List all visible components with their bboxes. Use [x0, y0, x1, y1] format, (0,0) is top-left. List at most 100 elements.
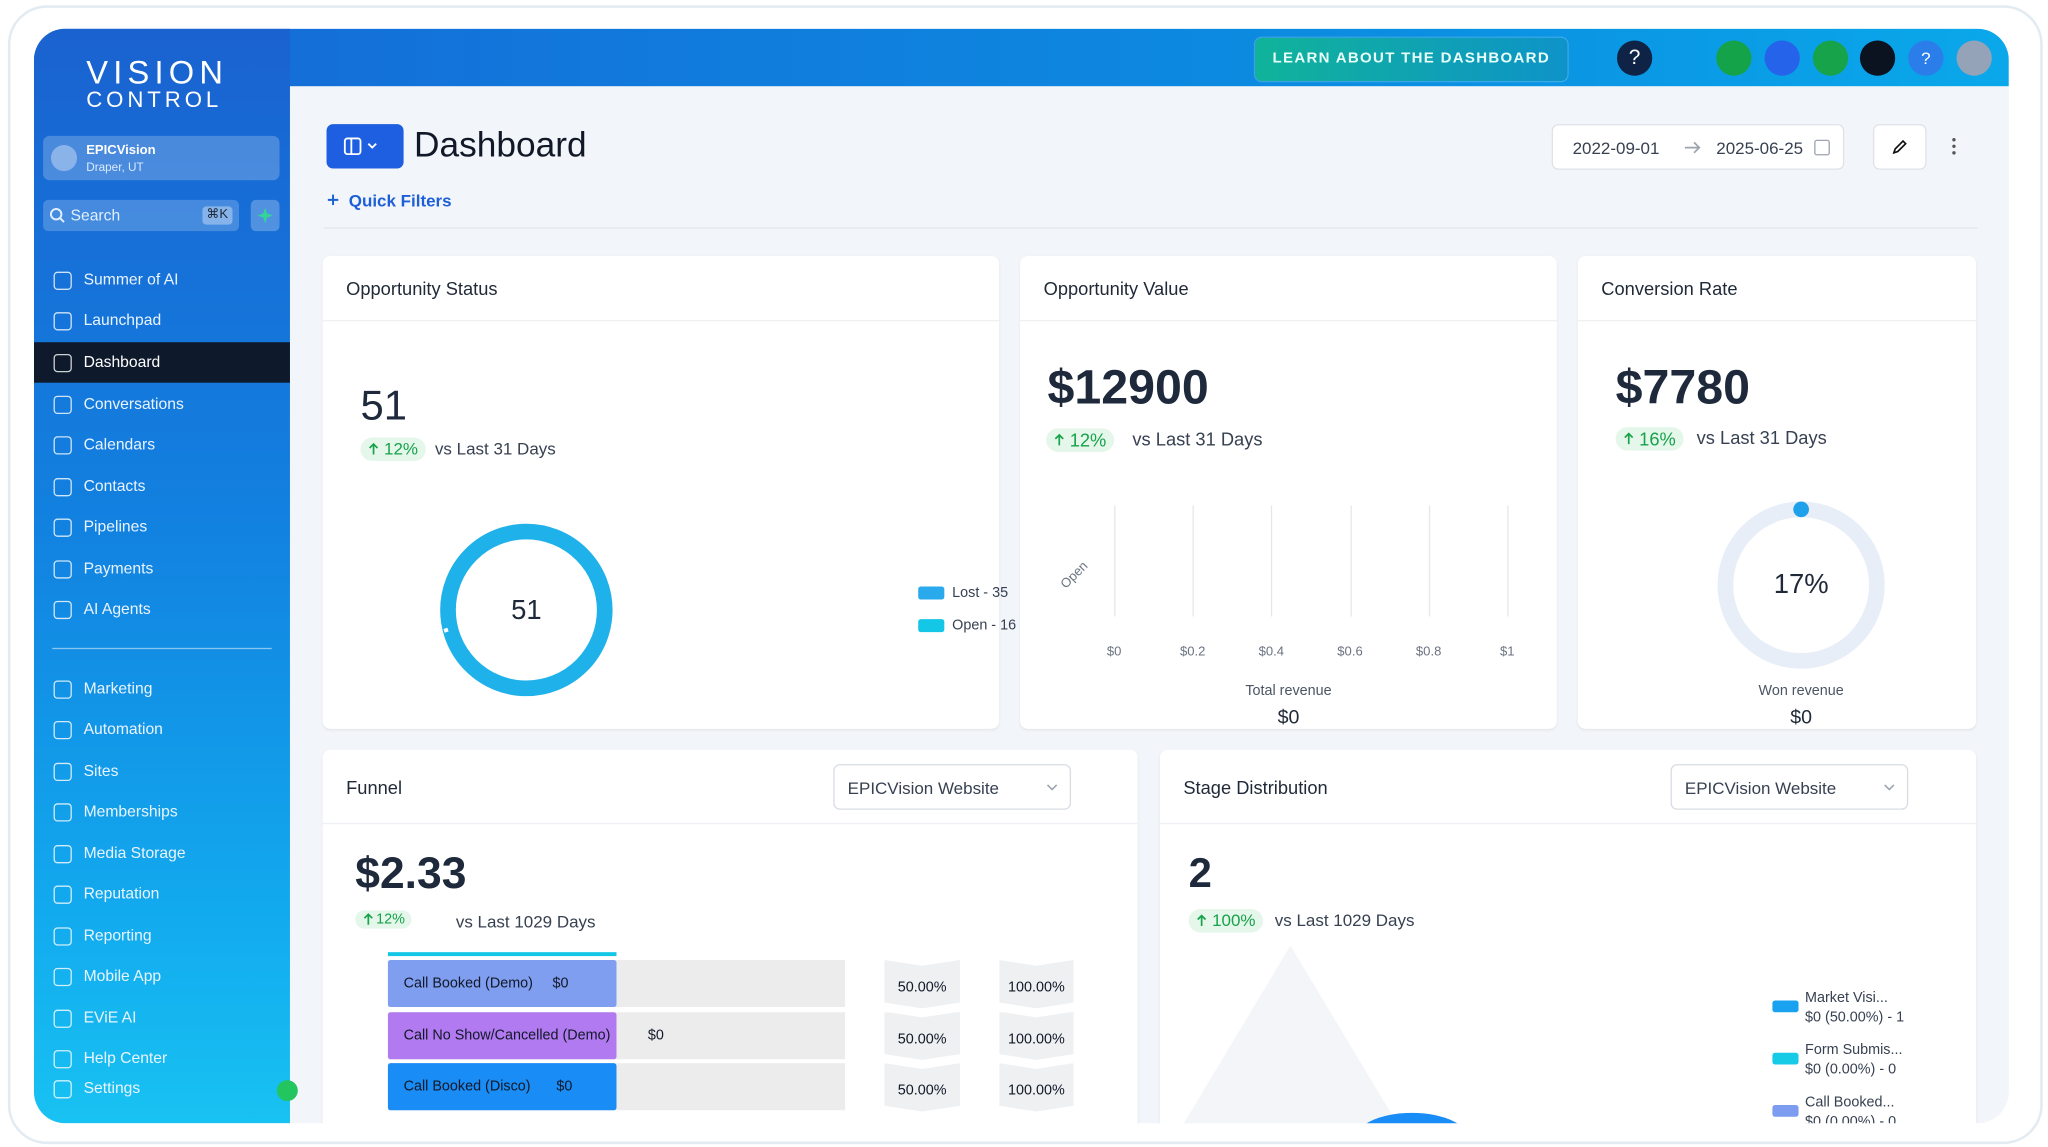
more-icon[interactable]: [1951, 137, 1956, 155]
collapse-button[interactable]: [276, 1080, 298, 1102]
legend-swatch: [1772, 1052, 1799, 1065]
change-badge: 12%: [355, 910, 412, 929]
y-category: Open: [1058, 559, 1092, 592]
grid-line: [1349, 505, 1352, 617]
quick-filters[interactable]: Quick Filters: [348, 190, 452, 211]
x-tick-label: $1: [1499, 645, 1515, 660]
nav-label: Conversations: [83, 394, 184, 413]
nav-item[interactable]: EViE AI: [34, 998, 290, 1038]
edit-button[interactable]: [1872, 124, 1927, 170]
layout-button[interactable]: [326, 124, 404, 169]
nav-item[interactable]: Launchpad: [34, 300, 290, 340]
nav-divider: [52, 647, 272, 650]
source-select[interactable]: EPICVision Website: [833, 764, 1072, 810]
grid-line: [1271, 505, 1273, 617]
nav-icon: [53, 720, 72, 740]
nav-item[interactable]: Settings: [34, 1068, 290, 1108]
nav-item[interactable]: Conversations: [34, 384, 290, 424]
nav-icon: [53, 680, 72, 699]
nav-item[interactable]: Payments: [34, 549, 290, 589]
nav-icon: [53, 478, 72, 497]
nav-icon: [53, 1050, 72, 1069]
change-badge: 12%: [360, 437, 426, 462]
nav-item[interactable]: Help Center: [34, 1038, 290, 1078]
help-small-button[interactable]: ?: [1908, 40, 1944, 76]
topbar: [33, 28, 2009, 87]
funnel-top-line: [387, 952, 617, 957]
chevron: [1884, 784, 1895, 791]
conversion-rate-card: Conversion Rate $7780 16% vs Last 31 Day…: [1577, 255, 1977, 729]
legend-swatch: [918, 586, 945, 600]
nav-item[interactable]: Reporting: [34, 916, 290, 956]
change-value: 12%: [376, 911, 405, 928]
funnel-card: Funnel EPICVision Website $2.33 12% vs L…: [322, 749, 1138, 1124]
phone-button[interactable]: [1716, 40, 1752, 76]
nav-item[interactable]: Sites: [34, 751, 290, 791]
metric-value: $12900: [1047, 360, 1209, 415]
search-placeholder: Search: [70, 206, 121, 225]
help-button[interactable]: ?: [1616, 40, 1653, 76]
edit-icon: [1892, 139, 1907, 155]
change-value: 12%: [383, 438, 418, 459]
nav-icon: [53, 1080, 72, 1099]
stage-amount: $0: [556, 1078, 573, 1095]
nav-label: Mobile App: [83, 966, 162, 985]
legend-label: Lost - 35: [952, 585, 1009, 601]
notifications-button[interactable]: [1859, 40, 1896, 76]
ai-button[interactable]: [250, 199, 280, 232]
nav-icon: [53, 927, 72, 946]
nav-item[interactable]: AI Agents: [34, 589, 290, 629]
brand-line2: CONTROL: [86, 87, 223, 113]
up-arrow: [1054, 433, 1064, 446]
nav-item[interactable]: Memberships: [34, 792, 290, 832]
nav-item[interactable]: Marketing: [34, 669, 290, 709]
nav-item[interactable]: Media Storage: [34, 833, 290, 873]
account-switcher[interactable]: EPICVision Draper, UT: [43, 135, 280, 181]
ai-launch-button[interactable]: [1764, 40, 1800, 76]
nav-item[interactable]: Summer of AI: [34, 260, 290, 300]
nav-item[interactable]: Dashboard: [34, 342, 290, 382]
nav-icon: [53, 353, 72, 373]
nav-item[interactable]: Contacts: [34, 466, 290, 506]
search-box[interactable]: Search ⌘K: [43, 199, 240, 232]
change-value: 16%: [1639, 428, 1676, 450]
metric-value: 2: [1188, 848, 1212, 896]
account-name: EPICVision: [86, 143, 156, 159]
announce-button[interactable]: [1812, 40, 1849, 76]
nav-item[interactable]: Calendars: [34, 424, 290, 464]
footer-value: $0: [1277, 706, 1300, 729]
stage-label: Call Booked (Demo): [403, 975, 533, 992]
stage-distribution-card: Stage Distribution EPICVision Website 2 …: [1159, 749, 1977, 1124]
nav-item[interactable]: Mobile App: [34, 956, 290, 996]
chevron: [1046, 784, 1058, 791]
nav-item[interactable]: Automation: [34, 709, 290, 749]
card-title: Conversion Rate: [1601, 278, 1738, 300]
nav-label: Help Center: [83, 1048, 168, 1068]
grid-line: [1507, 505, 1509, 617]
nav-label: Media Storage: [83, 843, 186, 863]
source-select[interactable]: EPICVision Website: [1670, 764, 1909, 810]
nav-item[interactable]: Pipelines: [34, 507, 290, 547]
change-value: 12%: [1069, 429, 1107, 451]
comparison: vs Last 31 Days: [434, 438, 556, 459]
nav-icon: [53, 885, 72, 904]
app-window: VISION CONTROL EPICVision Draper, UT Sea…: [33, 28, 2009, 1124]
conversion: 50.00%: [897, 1031, 947, 1047]
donut-center: 51: [511, 595, 542, 626]
nav-item[interactable]: Reputation: [34, 874, 290, 914]
avatar[interactable]: [1956, 40, 1992, 76]
up-arrow: [369, 442, 379, 455]
learn-button[interactable]: LEARN ABOUT THE DASHBOARD: [1255, 37, 1568, 81]
stage-amount: $0: [647, 1027, 664, 1043]
nav-label: Automation: [83, 719, 163, 738]
date-range[interactable]: 2022-09-01 2025-06-25: [1551, 124, 1845, 170]
card-divider: [1020, 319, 1557, 322]
footer-label: Won revenue: [1758, 683, 1844, 699]
calendar-icon: [1814, 139, 1830, 156]
legend-swatch: [1772, 1000, 1799, 1013]
cumulative: 100.00%: [1008, 1031, 1065, 1047]
x-tick-label: $0: [1106, 645, 1122, 660]
search-icon: [49, 207, 65, 223]
legend-detail: $0 (50.00%) - 1: [1805, 1009, 1905, 1026]
